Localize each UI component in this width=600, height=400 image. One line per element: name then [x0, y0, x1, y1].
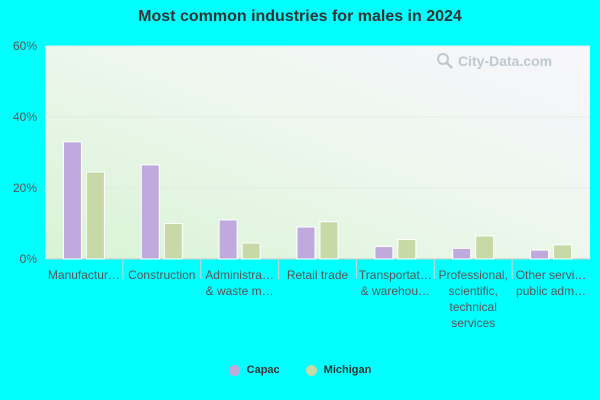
legend-item-michigan: Michigan: [305, 364, 372, 376]
bar-capac[interactable]: [218, 219, 238, 260]
bar-michigan[interactable]: [163, 223, 183, 260]
bar-michigan[interactable]: [319, 221, 339, 260]
y-tick-label: 40%: [13, 110, 37, 124]
legend-label-michigan: Michigan: [323, 364, 372, 376]
x-category-label: & warehou…: [361, 284, 430, 298]
legend-swatch-capac: [228, 364, 240, 376]
bar-capac[interactable]: [140, 164, 160, 260]
legend-swatch-michigan: [305, 364, 317, 376]
watermark-text: City-Data.com: [458, 53, 553, 69]
bar-michigan[interactable]: [85, 171, 105, 260]
x-category-label: technical: [450, 300, 497, 314]
bar-capac[interactable]: [374, 246, 394, 260]
y-tick-label: 20%: [13, 181, 37, 195]
bar-michigan[interactable]: [241, 242, 261, 260]
legend-item-capac: Capac: [228, 364, 280, 376]
bar-michigan[interactable]: [475, 235, 495, 260]
x-category-label: scientific,: [449, 284, 498, 298]
x-category-label: Administra…: [205, 268, 274, 282]
x-category-label: & waste m…: [206, 284, 274, 298]
x-category-label: public adm…: [516, 284, 586, 298]
plot-area: [45, 46, 590, 259]
chart-title: Most common industries for males in 2024: [138, 8, 462, 25]
x-category-label: Retail trade: [287, 268, 349, 282]
bar-capac[interactable]: [62, 141, 82, 260]
y-tick-label: 60%: [13, 39, 37, 53]
bar-michigan[interactable]: [397, 238, 417, 260]
legend: Capac Michigan: [0, 364, 600, 376]
bar-capac[interactable]: [296, 226, 316, 260]
y-tick-label: 0%: [20, 252, 38, 266]
x-category-label: Transportat…: [359, 268, 432, 282]
x-category-label: Other servi…: [516, 268, 587, 282]
bar-michigan[interactable]: [553, 244, 573, 260]
legend-label-capac: Capac: [246, 364, 280, 376]
x-category-label: services: [451, 316, 495, 330]
x-category-label: Professional,: [439, 268, 508, 282]
x-category-label: Manufactur…: [48, 268, 120, 282]
watermark: City-Data.com: [436, 52, 552, 70]
bar-capac[interactable]: [530, 249, 550, 260]
x-category-label: Construction: [128, 268, 195, 282]
magnifier-icon: [437, 53, 453, 69]
bar-capac[interactable]: [452, 247, 472, 260]
